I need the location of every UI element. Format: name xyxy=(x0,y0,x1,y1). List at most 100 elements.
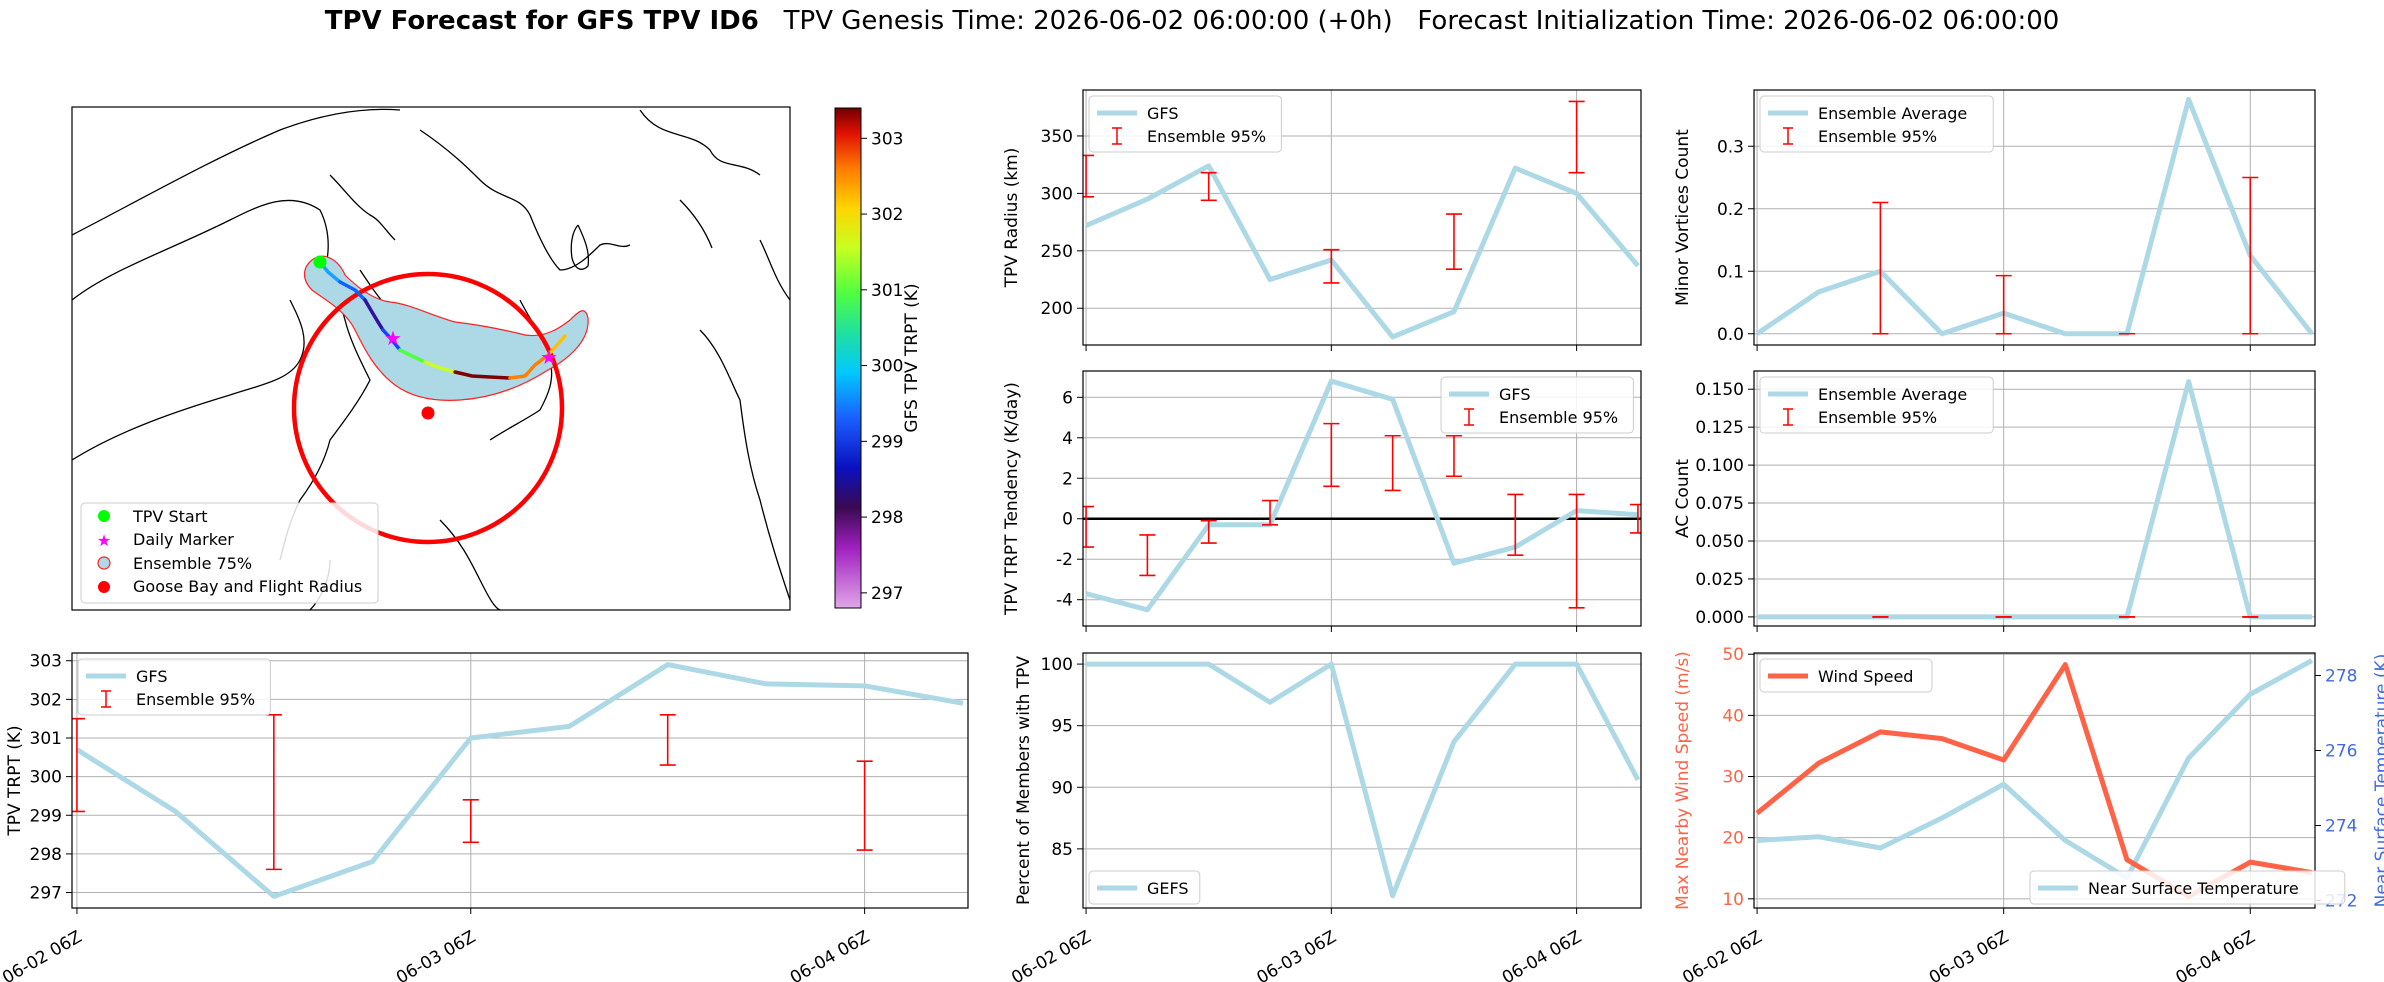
legend-label: TPV Start xyxy=(132,507,208,526)
y-tick-label: 6 xyxy=(1062,388,1073,408)
legend-errorbar-icon xyxy=(1464,408,1474,426)
legend-label: Daily Marker xyxy=(133,530,234,549)
map-colorbar: GFS TPV TRPT (K) 297 298 299 300 301 302 303 xyxy=(834,107,922,609)
map-panel: ★ ★ TPV Start ★ Daily Marker Ensemble 75… xyxy=(71,106,922,611)
y-tick-label: 0.2 xyxy=(1717,200,1744,220)
y-tick-label: 300 xyxy=(30,768,62,788)
x-tick-label: 06-04 06Z xyxy=(787,927,873,982)
legend-label: Ensemble 95% xyxy=(1147,127,1266,146)
y-tick-label: 50 xyxy=(1722,645,1744,665)
chart-legend: Wind Speed xyxy=(1759,658,1933,693)
y-tick-label: 0.1 xyxy=(1717,262,1744,282)
chart-legend: GFS Ensemble 95% xyxy=(1440,376,1634,434)
y-axis-label: TPV TRPT Tendency (K/day) xyxy=(1002,382,1022,616)
goose-bay-marker xyxy=(421,406,435,420)
errorbar xyxy=(1507,493,1524,556)
y-tick-label: 100 xyxy=(1041,655,1073,675)
errorbar xyxy=(1083,154,1095,198)
errorbar xyxy=(1323,422,1340,488)
legend-box xyxy=(1440,376,1634,434)
errorbar xyxy=(1384,434,1401,492)
colorbar-tick-label: 302 xyxy=(871,205,903,225)
series-line-temperature xyxy=(1756,658,2314,881)
y-axis-label-right: Near Surface Temperature (K) xyxy=(2372,654,2384,908)
series-line xyxy=(1085,163,1640,340)
y-axis-label: Max Nearby Wind Speed (m/s) xyxy=(1673,651,1693,910)
legend-label: GFS xyxy=(136,667,167,686)
colorbar-tick-label: 300 xyxy=(871,357,903,377)
y-tick-label: 250 xyxy=(1041,242,1073,262)
chart-legend: Near Surface Temperature xyxy=(2029,870,2346,905)
plot-area xyxy=(1085,661,1641,899)
errorbar xyxy=(1568,100,1585,174)
y-tick-label: 95 xyxy=(1051,717,1073,737)
plot-frame xyxy=(1082,89,1642,346)
chart-tendency: -4 -2 0 2 4 6 TPV TRPT Tendency (K/day) GFS Ense… xyxy=(1002,370,1642,632)
legend-label: Ensemble 95% xyxy=(1499,408,1618,427)
y-tick-label: 85 xyxy=(1051,840,1073,860)
plot-area xyxy=(1756,379,2313,620)
legend-label: GFS xyxy=(1147,104,1178,123)
chart-legend: GEFS xyxy=(1088,870,1201,905)
plot-area xyxy=(1083,378,1641,613)
x-tick-label: 06-02 06Z xyxy=(1679,927,1765,982)
y-tick-label: 0.3 xyxy=(1717,137,1744,157)
y-tick-label: 0.025 xyxy=(1695,570,1744,590)
errorbar xyxy=(1139,534,1156,577)
plot-frame xyxy=(1753,652,2316,909)
tpv-track xyxy=(318,260,567,380)
chart-trpt: 297 298 299 300 301 302 303 06-02 06Z 06-03 06Z 0… xyxy=(0,652,969,982)
legend-label: Ensemble Average xyxy=(1818,385,1967,404)
chart-minor: 0.0 0.1 0.2 0.3 Minor Vortices Count Ensemble… xyxy=(1673,89,2316,351)
y-tick-label: 0.075 xyxy=(1695,494,1744,514)
y-tick-label: -4 xyxy=(1056,591,1073,611)
y-tick-label: 301 xyxy=(30,729,62,749)
ensemble-75-region xyxy=(303,255,589,401)
plot-frame xyxy=(71,652,969,909)
y-tick-label-right: 276 xyxy=(2325,742,2357,762)
y-tick-label-right: 278 xyxy=(2325,667,2357,687)
y-tick-label: 90 xyxy=(1051,778,1073,798)
chart-radius: 200 250 300 350 TPV Radius (km) GFS Ensemble 9… xyxy=(1002,89,1642,351)
x-tick-label: 06-02 06Z xyxy=(0,927,85,982)
colorbar-tick-label: 303 xyxy=(871,129,903,149)
y-tick-label: 0.050 xyxy=(1695,532,1744,552)
legend-box xyxy=(2029,870,2346,905)
figure-title-rest: TPV Genesis Time: 2026-06-02 06:00:00 (+… xyxy=(783,6,2060,36)
y-tick-label: 303 xyxy=(30,652,62,672)
y-tick-label-right: 274 xyxy=(2325,817,2357,837)
colorbar-tick-label: 301 xyxy=(871,281,903,301)
errorbar xyxy=(72,717,85,813)
plot-area xyxy=(1083,100,1640,340)
plot-area xyxy=(1755,96,2314,337)
chart-legend: GFS Ensemble 95% xyxy=(77,658,271,716)
series-line xyxy=(1085,378,1639,613)
y-tick-label: 298 xyxy=(30,845,62,865)
chart-legend: Ensemble Average Ensemble 95% xyxy=(1759,376,1994,434)
chart-percent: 85 90 95 100 06-02 06Z 06-03 06Z 06-04 06Z Perc… xyxy=(1008,652,1642,982)
y-tick-label: 300 xyxy=(1041,184,1073,204)
legend-errorbar-icon xyxy=(101,690,111,708)
y-tick-label: 30 xyxy=(1722,768,1744,788)
series-line xyxy=(1755,96,2314,337)
legend-label: Ensemble 95% xyxy=(136,690,255,709)
errorbar xyxy=(1995,274,2012,335)
errorbar xyxy=(2242,176,2259,335)
errorbar xyxy=(1445,434,1462,478)
errorbar xyxy=(1568,493,1585,609)
legend-label: Goose Bay and Flight Radius xyxy=(133,577,362,596)
tpv-start-marker xyxy=(313,255,327,269)
y-tick-label: 350 xyxy=(1041,127,1073,147)
legend-tpv-start-icon xyxy=(98,510,110,522)
map-frame xyxy=(71,106,791,611)
map-coastlines xyxy=(72,108,790,610)
figure-title: TPV Forecast for GFS TPV ID6 TPV Genesis… xyxy=(0,6,2384,36)
plot-frame xyxy=(1082,370,1642,627)
legend-box xyxy=(1759,95,1994,153)
series-line xyxy=(1086,661,1641,899)
colorbar-label: GFS TPV TRPT (K) xyxy=(902,283,922,432)
x-tick-label: 06-03 06Z xyxy=(393,927,479,982)
y-tick-label: 0.100 xyxy=(1695,456,1744,476)
y-tick-label: 0.150 xyxy=(1695,380,1744,400)
legend-errorbar-icon xyxy=(1783,408,1793,426)
